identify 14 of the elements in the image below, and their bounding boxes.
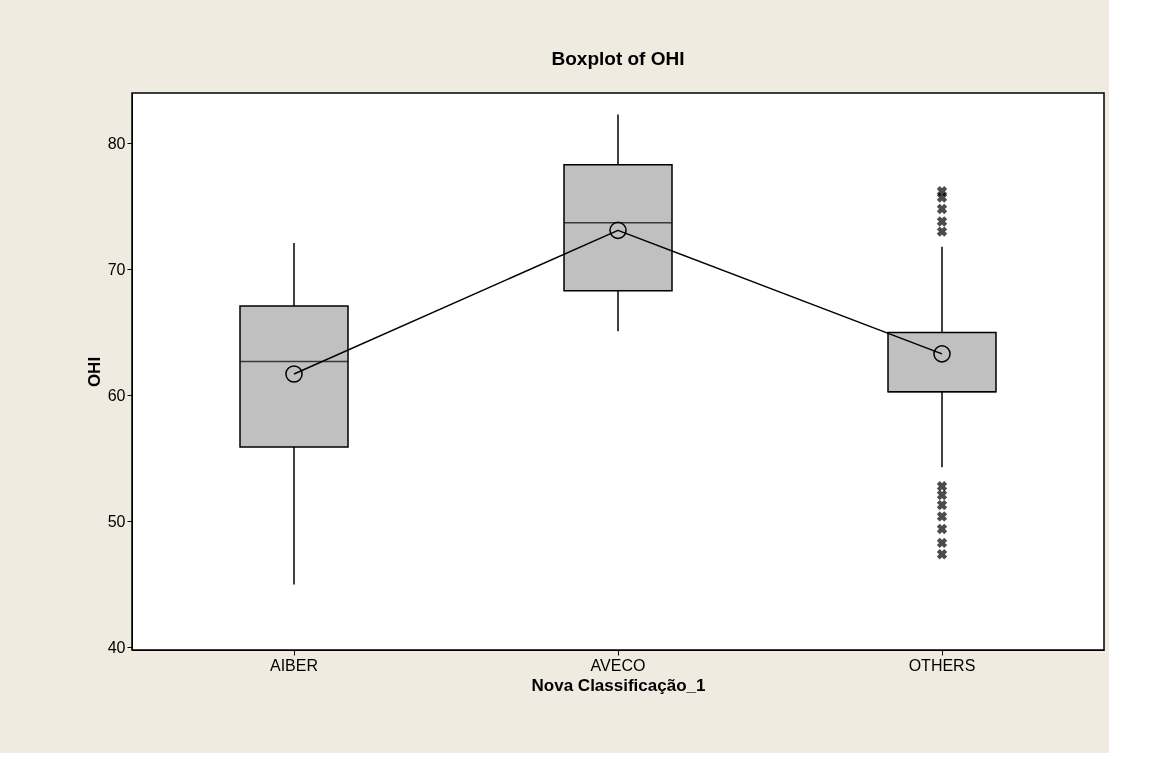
- chart-title: Boxplot of OHI: [551, 48, 685, 69]
- x-axis-title: Nova Classificação_1: [531, 675, 706, 695]
- point: [609, 221, 627, 240]
- x-tick-label: OTHERS: [908, 656, 976, 674]
- x-tick-label: AIBER: [269, 656, 319, 674]
- y-tick-label: 80: [107, 134, 126, 152]
- point: [933, 345, 951, 363]
- y-axis-title: OHI: [84, 356, 104, 388]
- y-tick-label: 40: [107, 638, 126, 656]
- y-tick-label: 60: [107, 386, 126, 404]
- point: [285, 365, 303, 383]
- x-tick-label: AVECO: [590, 656, 646, 674]
- y-tick-label: 70: [107, 260, 126, 278]
- y-tick-label: 50: [107, 512, 126, 530]
